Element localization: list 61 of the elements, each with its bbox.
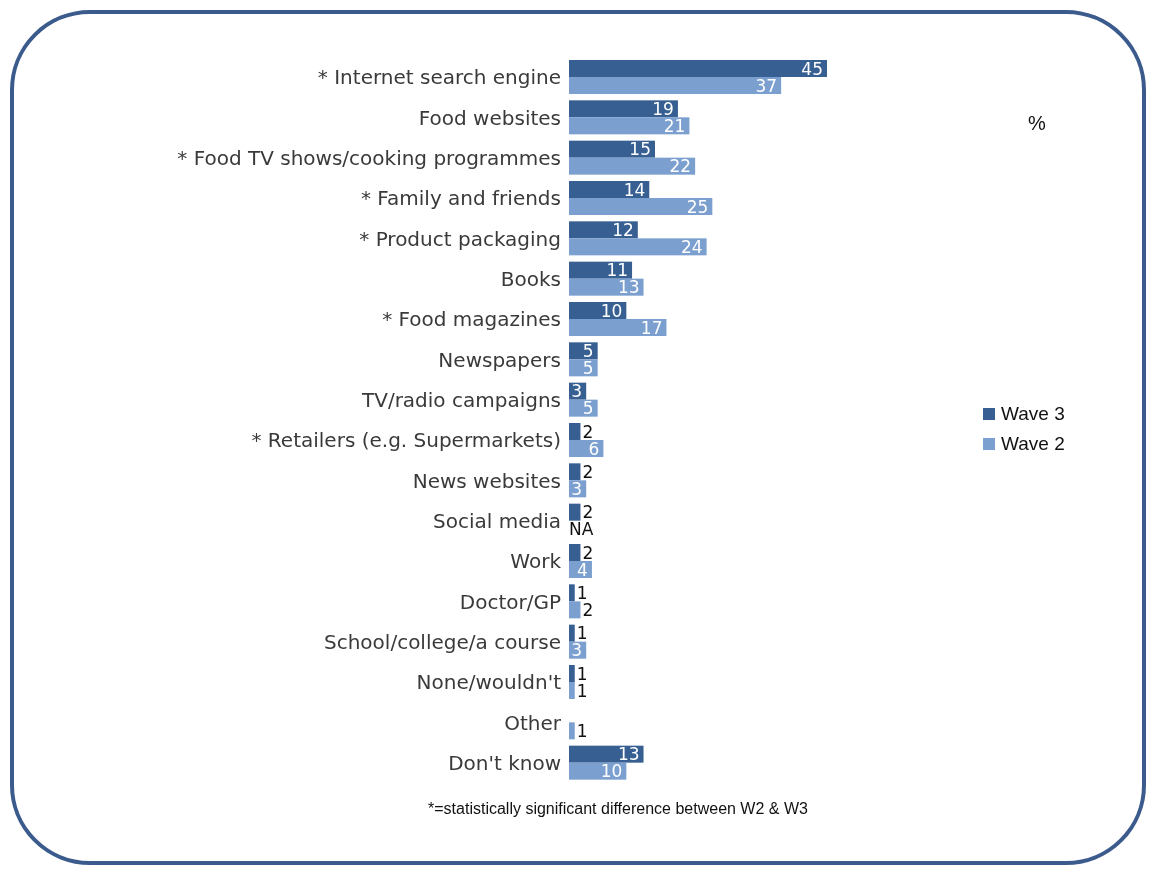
data-label: 17: [640, 317, 663, 338]
y-tick-label: School/college/a course: [324, 629, 561, 654]
y-tick-label: Work: [510, 549, 562, 574]
data-label: 25: [686, 196, 709, 217]
bar: [569, 503, 581, 521]
bar: [569, 100, 678, 118]
bar: [569, 140, 655, 158]
data-label: 5: [582, 398, 594, 419]
data-label: 14: [623, 179, 646, 200]
data-label: 10: [600, 300, 623, 321]
y-tick-label: News websites: [412, 468, 561, 493]
y-tick-label: * Internet search engine: [317, 65, 561, 90]
y-tick-label: * Product packaging: [359, 226, 561, 251]
y-tick-label: Food websites: [418, 105, 561, 130]
bar: [569, 117, 690, 135]
data-label: 3: [571, 381, 583, 402]
bar: [569, 584, 575, 602]
bar: [569, 463, 581, 481]
bar: [569, 745, 644, 763]
bar: [569, 157, 696, 175]
bar: [569, 544, 581, 561]
bar: [569, 601, 581, 619]
bar: [569, 221, 638, 239]
bar: [569, 722, 575, 740]
y-tick-label: None/wouldn't: [416, 670, 562, 695]
text: *=statistically significant difference between W2 & W3: [427, 800, 809, 818]
bar: [569, 181, 650, 198]
data-label: 12: [612, 219, 634, 240]
data-label: 1: [576, 720, 588, 741]
data-label: 22: [669, 156, 692, 177]
y-tick-label: Books: [500, 266, 561, 291]
bar: [569, 682, 575, 699]
y-tick-label: Doctor/GP: [459, 589, 561, 614]
legend-label: Wave 2: [1001, 433, 1065, 455]
y-tick-label: * Family and friends: [361, 186, 561, 211]
bar: [569, 423, 581, 440]
data-label: 15: [629, 139, 651, 160]
bar: [569, 319, 667, 336]
bar: [569, 261, 633, 279]
y-tick-label: TV/radio campaigns: [361, 387, 561, 412]
y-tick-label: * Food TV shows/cooking programmes: [177, 145, 561, 170]
data-label: 3: [571, 478, 583, 499]
bar: [569, 77, 782, 94]
y-tick-label: Newspapers: [438, 347, 561, 372]
data-label: 2: [582, 461, 594, 482]
y-tick-label: Social media: [433, 508, 561, 533]
y-tick-label: Don't know: [448, 750, 561, 775]
bar: [569, 278, 644, 296]
bar: [569, 60, 827, 77]
bar: [569, 665, 575, 682]
data-label: 37: [755, 75, 778, 96]
data-label: 45: [801, 58, 823, 79]
data-label: 24: [680, 236, 703, 257]
text: %: [1028, 112, 1046, 135]
bar: [569, 238, 707, 256]
y-tick-label: * Food magazines: [382, 307, 561, 332]
y-tick-label: * Retailers (e.g. Supermarkets): [251, 428, 561, 453]
bar: [569, 624, 575, 642]
y-tick-label: Other: [504, 710, 562, 735]
legend-label: Wave 3: [1001, 403, 1065, 425]
bar: [569, 198, 713, 215]
